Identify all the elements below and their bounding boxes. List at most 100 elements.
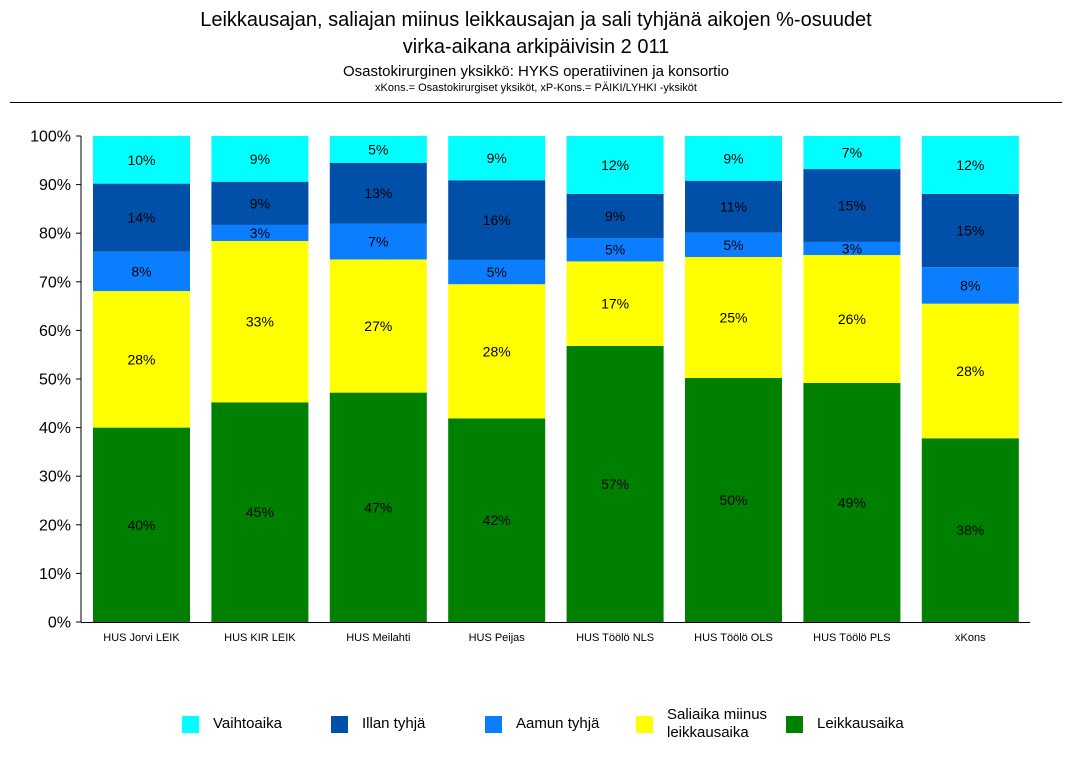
bar-segment: [685, 180, 782, 233]
data-label: 50%: [719, 492, 747, 508]
legend-label: Saliaika miinus leikkausaika: [667, 706, 768, 741]
legend-item-vaihtoaika: Vaihtoaika: [182, 704, 282, 744]
data-label: 5%: [723, 237, 743, 253]
data-label: 28%: [483, 343, 511, 359]
bar-segment: [566, 261, 664, 346]
legend-swatch: [786, 715, 803, 733]
data-label: 7%: [368, 233, 388, 249]
y-tick-label: 90%: [39, 177, 71, 194]
bar-segment: [448, 418, 546, 622]
bar-segment: [685, 136, 782, 181]
x-tick-label: HUS Töölö OLS: [694, 632, 773, 644]
chart-subtitle: Osastokirurginen yksikkö: HYKS operatiiv…: [342, 63, 729, 80]
y-tick-label: 40%: [39, 420, 71, 437]
bar-segment: [211, 240, 309, 403]
data-label: 25%: [719, 310, 747, 326]
data-label: 12%: [956, 157, 984, 173]
data-label: 33%: [246, 314, 274, 330]
x-tick-label: xKons: [955, 632, 986, 644]
chart-note: xKons.= Osastokirurgiset yksiköt, xP-Kon…: [375, 82, 697, 94]
legend-label: Illan tyhjä: [362, 715, 426, 732]
legend-item-saliaika: Saliaika miinus leikkausaika: [636, 704, 767, 744]
bar-segment: [921, 438, 1019, 622]
bar-segment: [93, 136, 190, 184]
bar-segment: [448, 284, 546, 419]
bar-segment: [329, 392, 427, 622]
bar-segment: [921, 303, 1019, 439]
data-label: 8%: [960, 277, 980, 293]
bar-segment: [93, 427, 190, 622]
data-label: 11%: [720, 199, 747, 215]
data-label: 17%: [601, 296, 629, 312]
bar-segment: [448, 136, 546, 181]
bar-segment: [329, 136, 427, 163]
bar-segment: [566, 136, 664, 194]
data-label: 15%: [956, 223, 984, 239]
bar-segment: [803, 169, 901, 242]
y-tick-label: 20%: [39, 517, 71, 534]
legend-item-illan-tyhja: Illan tyhjä: [331, 704, 425, 744]
data-label: 40%: [127, 517, 155, 533]
data-label: 5%: [605, 242, 625, 258]
bar-segment: [685, 257, 782, 379]
y-tick-label: 0%: [48, 615, 71, 632]
bar-segment: [803, 241, 901, 256]
bar-segment: [566, 238, 664, 262]
bar-segment: [211, 402, 309, 622]
bar-segment: [921, 136, 1019, 194]
chart-title: Leikkausajan, saliajan miinus leikkausaj…: [200, 9, 872, 31]
x-tick-label: HUS Töölö NLS: [576, 632, 654, 644]
y-tick-label: 60%: [39, 323, 71, 340]
legend-swatch: [636, 715, 653, 733]
legend-item-leikkausaika: Leikkausaika: [786, 704, 904, 744]
data-label: 47%: [364, 499, 392, 515]
title-divider: [10, 102, 1062, 103]
legend-label: Aamun tyhjä: [516, 715, 600, 732]
y-tick-label: 80%: [39, 226, 71, 243]
data-label: 9%: [487, 150, 507, 166]
data-label: 49%: [838, 494, 866, 510]
bar-segment: [329, 162, 427, 224]
x-tick-label: HUS Töölö PLS: [813, 632, 890, 644]
data-label: 8%: [131, 263, 151, 279]
data-label: 9%: [723, 150, 743, 166]
bar-segment: [448, 259, 546, 285]
y-tick-label: 100%: [30, 129, 71, 146]
data-label: 45%: [246, 504, 274, 520]
chart-legend: Vaihtoaika Illan tyhjä Aamun tyhjä Salia…: [0, 704, 1072, 744]
data-label: 3%: [250, 225, 270, 241]
bar-segment: [685, 232, 782, 258]
bar-segment: [211, 136, 309, 182]
legend-swatch: [331, 715, 348, 733]
data-label: 9%: [250, 195, 270, 211]
bar-segment: [329, 259, 427, 393]
data-label: 42%: [483, 512, 511, 528]
y-tick-label: 50%: [39, 372, 71, 389]
y-tick-label: 70%: [39, 274, 71, 291]
legend-label: Vaihtoaika: [213, 715, 282, 732]
data-label: 7%: [842, 145, 862, 161]
bar-segment: [803, 382, 901, 622]
bar-segment: [211, 224, 309, 241]
data-label: 9%: [605, 208, 625, 224]
data-label: 26%: [838, 311, 866, 327]
data-label: 28%: [956, 363, 984, 379]
y-tick-label: 30%: [39, 469, 71, 486]
data-label: 38%: [956, 522, 984, 538]
bar-segment: [448, 180, 546, 260]
legend-item-aamun-tyhja: Aamun tyhjä: [485, 704, 599, 744]
data-label: 14%: [127, 210, 155, 226]
y-tick-label: 10%: [39, 566, 71, 583]
legend-swatch: [485, 715, 502, 733]
bar-segment: [211, 181, 309, 225]
bar-segment: [921, 267, 1019, 304]
data-label: 15%: [838, 197, 866, 213]
data-label: 27%: [364, 318, 392, 334]
data-label: 9%: [250, 151, 270, 167]
data-label: 5%: [487, 264, 507, 280]
bar-segment: [685, 378, 782, 622]
data-label: 16%: [483, 212, 511, 228]
bar-segment: [93, 291, 190, 428]
bar-segment: [566, 193, 664, 239]
